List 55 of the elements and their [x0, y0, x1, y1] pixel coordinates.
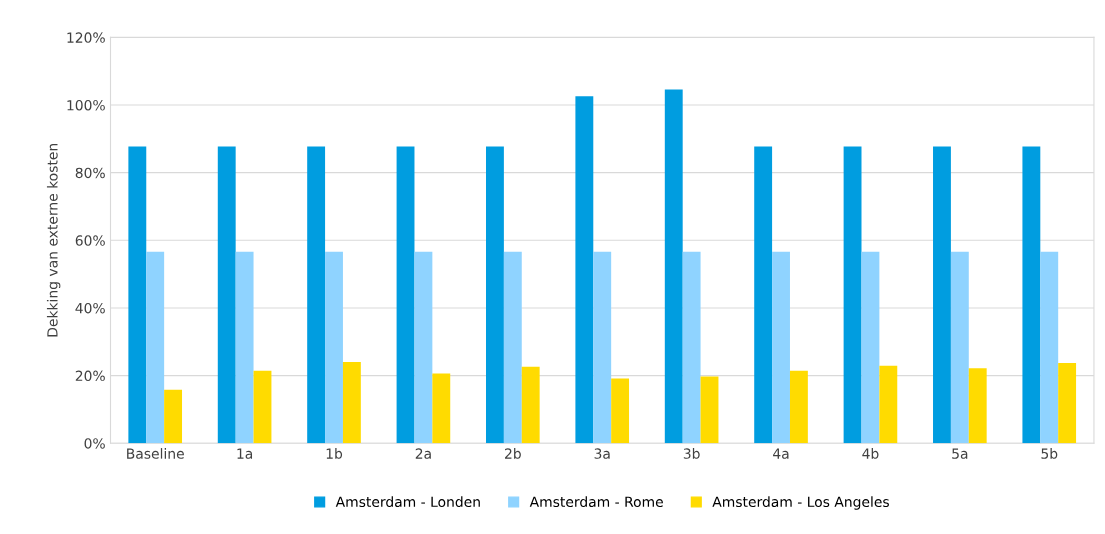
bar — [503, 251, 522, 444]
bar — [843, 146, 862, 444]
y-tick-label: 60% — [75, 235, 105, 246]
y-tick-label: 0% — [84, 438, 105, 449]
bar — [253, 370, 272, 444]
bar — [217, 146, 236, 444]
bar — [950, 251, 969, 444]
bar — [611, 378, 630, 444]
bar — [754, 146, 773, 444]
bar — [1058, 363, 1077, 444]
x-tick-label: 5a — [952, 448, 968, 459]
y-tick-label: 80% — [75, 167, 105, 179]
x-tick-label: 1a — [237, 448, 253, 459]
bar — [593, 251, 612, 444]
bar — [164, 389, 183, 444]
x-tick-label: 5b — [1041, 448, 1058, 459]
bar — [1022, 146, 1041, 444]
x-tick-label: 1b — [326, 448, 343, 459]
legend-label: Amsterdam - Rome — [529, 496, 663, 508]
bar — [342, 362, 361, 444]
bar — [432, 373, 451, 444]
legend-label: Amsterdam - Londen — [335, 496, 480, 508]
bar — [486, 146, 504, 444]
bar — [682, 251, 701, 444]
bar — [521, 366, 540, 444]
bar — [414, 251, 433, 444]
y-tick-label: 40% — [75, 302, 105, 314]
x-tick-label: 4b — [862, 448, 879, 459]
bar — [968, 368, 987, 444]
bar — [325, 251, 343, 444]
x-tick-label: 3b — [683, 448, 700, 459]
legend-label: Amsterdam - Los Angeles — [712, 496, 889, 510]
bar — [772, 251, 790, 444]
x-tick-label: 2b — [505, 448, 521, 459]
y-axis-title: Dekking van externe kosten — [46, 143, 61, 337]
bar — [700, 376, 719, 444]
y-tick-label: 20% — [75, 370, 105, 382]
y-tick-label: 100% — [67, 99, 105, 111]
bar — [128, 146, 147, 444]
y-tick-label: 120% — [67, 32, 105, 43]
x-tick-label: Baseline — [127, 448, 184, 459]
bar — [789, 370, 808, 444]
x-tick-label: 2a — [415, 448, 431, 459]
bar — [933, 146, 951, 444]
bar — [861, 251, 880, 444]
bar — [235, 251, 254, 444]
bar — [396, 146, 415, 444]
bar — [1040, 251, 1059, 444]
bar — [307, 146, 326, 444]
bar — [146, 251, 165, 444]
bar — [575, 96, 594, 444]
bar — [879, 365, 898, 444]
bar — [664, 89, 683, 444]
x-tick-label: 3a — [594, 448, 610, 459]
x-tick-label: 4a — [773, 448, 789, 459]
